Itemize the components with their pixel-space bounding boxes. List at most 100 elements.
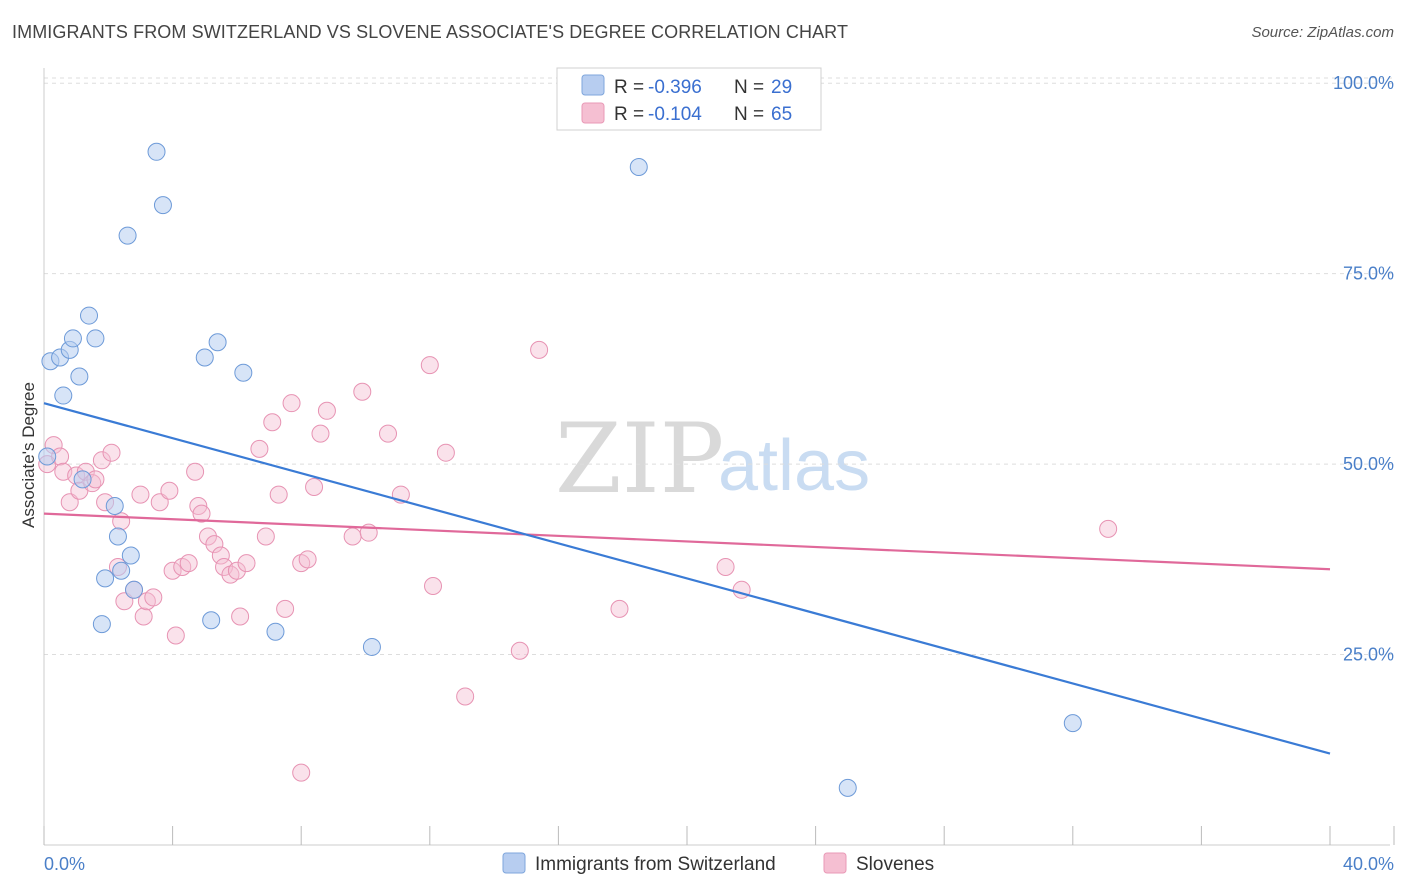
bottom-legend-swatch-switzerland xyxy=(502,852,526,874)
slovenes-point xyxy=(263,413,282,432)
switzerland-point xyxy=(86,329,105,348)
bottom-legend-slovenes: Slovenes xyxy=(856,854,934,875)
switzerland-point xyxy=(202,611,221,630)
legend-n-label-1: N = xyxy=(734,77,764,98)
slovenes-point xyxy=(610,599,629,618)
slovenes-point xyxy=(198,527,217,546)
slovenes-point xyxy=(305,477,324,496)
slovenes-point xyxy=(112,512,131,531)
slovenes-point xyxy=(211,546,230,565)
switzerland-point xyxy=(147,142,166,161)
slovenes-point xyxy=(144,588,163,607)
slovenes-point xyxy=(256,527,275,546)
slovenes-point xyxy=(160,481,179,500)
switzerland-point xyxy=(92,615,111,634)
legend-swatch-switzerland xyxy=(581,74,605,96)
slovenes-point xyxy=(311,424,330,443)
switzerland-point xyxy=(234,363,253,382)
slovenes-point xyxy=(510,641,529,660)
slovenes-point xyxy=(276,599,295,618)
slovenes-point xyxy=(269,485,288,504)
switzerland-point xyxy=(195,348,214,367)
y-axis-label: Associate's Degree xyxy=(19,382,38,528)
slovenes-point xyxy=(166,626,185,645)
chart-title: IMMIGRANTS FROM SWITZERLAND VS SLOVENE A… xyxy=(12,22,849,42)
y-tick-label-100: 100.0% xyxy=(1333,73,1394,93)
slovenes-point xyxy=(102,443,121,462)
legend-r-label-2: R = xyxy=(614,104,644,125)
source-label: Source: ZipAtlas.com xyxy=(1251,24,1394,41)
x-tick-label-max: 40.0% xyxy=(1343,854,1394,874)
slovenes-point xyxy=(186,462,205,481)
legend-n-value-1: 29 xyxy=(771,77,792,98)
slovenes-point xyxy=(131,485,150,504)
trend-lines xyxy=(43,402,1331,755)
slovenes-point xyxy=(379,424,398,443)
switzerland-point xyxy=(108,527,127,546)
legend-swatch-slovenes xyxy=(581,102,605,124)
switzerland-point xyxy=(208,333,227,352)
legend-r-value-2: -0.104 xyxy=(648,104,702,125)
y-tick-label-75: 75.0% xyxy=(1343,264,1394,284)
slovenes-point xyxy=(163,561,182,580)
slovenes-point xyxy=(231,607,250,626)
axes xyxy=(43,68,1395,846)
bottom-legend-swatch-slovenes xyxy=(823,852,847,874)
switzerland-trend-line xyxy=(43,402,1331,755)
slovenes-point xyxy=(292,763,311,782)
slovenes-point xyxy=(436,443,455,462)
slovenes-point xyxy=(192,504,211,523)
slovenes-point xyxy=(716,557,735,576)
switzerland-point xyxy=(121,546,140,565)
legend-n-value-2: 65 xyxy=(771,104,792,125)
legend-r-value-1: -0.396 xyxy=(648,77,702,98)
slovenes-point xyxy=(92,451,111,470)
legend-n-label-2: N = xyxy=(734,104,764,125)
slovenes-point xyxy=(298,550,317,569)
slovenes-point xyxy=(282,394,301,413)
series-legend: Immigrants from Switzerland Slovenes xyxy=(502,852,934,875)
switzerland-point xyxy=(125,580,144,599)
slovenes-point xyxy=(250,439,269,458)
switzerland-point xyxy=(362,637,381,656)
y-tick-label-25: 25.0% xyxy=(1343,645,1394,665)
y-tick-label-50: 50.0% xyxy=(1343,454,1394,474)
legend-r-label-1: R = xyxy=(614,77,644,98)
watermark-zip: ZIP xyxy=(555,403,724,515)
slovenes-trend-line xyxy=(43,512,1331,571)
watermark-atlas: atlas xyxy=(718,426,870,506)
switzerland-point xyxy=(629,158,648,177)
slovenes-point xyxy=(530,340,549,359)
switzerland-points xyxy=(38,142,1082,797)
slovenes-point xyxy=(237,554,256,573)
switzerland-point xyxy=(54,386,73,405)
slovenes-point xyxy=(456,687,475,706)
switzerland-point xyxy=(105,497,124,516)
switzerland-point xyxy=(153,196,172,215)
slovenes-point xyxy=(424,577,443,595)
slovenes-point xyxy=(205,535,224,554)
slovenes-point xyxy=(134,607,153,626)
switzerland-point xyxy=(80,306,99,325)
switzerland-point xyxy=(112,561,131,580)
slovenes-point xyxy=(317,401,336,420)
bottom-legend-switzerland: Immigrants from Switzerland xyxy=(535,854,776,875)
switzerland-point xyxy=(118,226,137,245)
switzerland-point xyxy=(1063,714,1082,733)
switzerland-point xyxy=(73,470,92,489)
slovenes-point xyxy=(1099,519,1118,538)
x-tick-label-min: 0.0% xyxy=(44,854,85,874)
slovenes-point xyxy=(179,554,198,573)
switzerland-point xyxy=(266,622,285,641)
switzerland-point xyxy=(63,329,82,348)
slovenes-point xyxy=(353,382,372,401)
switzerland-point xyxy=(70,367,89,386)
slovenes-point xyxy=(420,356,439,375)
correlation-legend: R = -0.396 N = 29 R = -0.104 N = 65 xyxy=(556,67,822,131)
switzerland-point xyxy=(38,447,57,466)
slovenes-point xyxy=(343,527,362,546)
switzerland-point xyxy=(96,569,115,588)
switzerland-point xyxy=(838,778,857,797)
slovenes-point xyxy=(227,561,246,580)
